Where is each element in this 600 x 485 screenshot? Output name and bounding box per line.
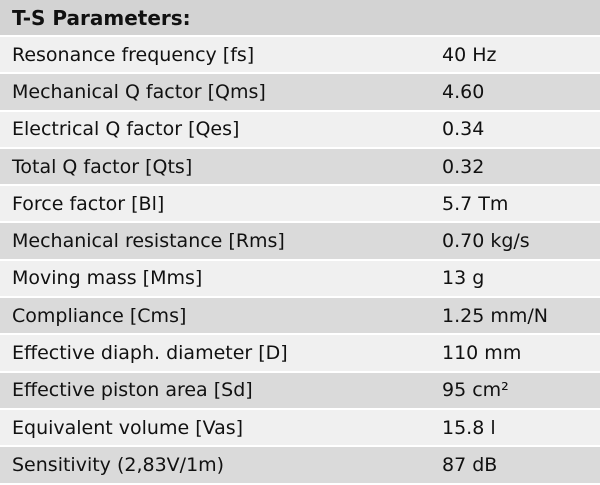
- table-row: Moving mass [Mms] 13 g: [0, 260, 600, 297]
- parameter-value: 15.8 l: [442, 416, 496, 439]
- table-title: T-S Parameters:: [0, 0, 600, 35]
- parameter-table: Resonance frequency [fs] 40 Hz Mechanical …: [0, 37, 600, 483]
- parameter-name: Force factor [Bl]: [12, 192, 165, 215]
- table-row: Mechanical Q factor [Qms] 4.60: [0, 74, 600, 110]
- table-row: Force factor [Bl] 5.7 Tm: [0, 186, 600, 222]
- parameter-name: Effective piston area [Sd]: [12, 379, 253, 402]
- parameter-value: 0.70 kg/s: [442, 230, 530, 253]
- parameter-value: 95 cm²: [442, 379, 509, 402]
- parameter-value: 4.60: [442, 80, 485, 103]
- parameter-name: Electrical Q factor [Qes]: [12, 118, 240, 141]
- table-row: Mechanical resistance [Rms] 0.70 kg/s: [0, 223, 600, 259]
- table-row: Total Q factor [Qts] 0.32: [0, 148, 600, 185]
- table-row: Resonance frequency [fs] 40 Hz: [0, 37, 600, 73]
- parameter-value: 40 Hz: [442, 43, 497, 66]
- table-row: Equivalent volume [Vas] 15.8 l: [0, 409, 600, 446]
- table-row: Effective diaph. diameter [D] 110 mm: [0, 335, 600, 371]
- parameter-value: 1.25 mm/N: [442, 304, 548, 327]
- parameter-name: Moving mass [Mms]: [12, 267, 203, 290]
- table-row: Electrical Q factor [Qes] 0.34: [0, 111, 600, 147]
- table-row: Effective piston area [Sd] 95 cm²: [0, 372, 600, 408]
- parameter-name: Sensitivity (2,83V/1m): [12, 453, 225, 476]
- table-row: Sensitivity (2,83V/1m) 87 dB: [0, 447, 600, 483]
- parameter-name: Equivalent volume [Vas]: [12, 416, 244, 439]
- parameter-name: Resonance frequency [fs]: [12, 43, 255, 66]
- parameter-name: Effective diaph. diameter [D]: [12, 342, 288, 365]
- parameter-value: 13 g: [442, 267, 485, 290]
- parameter-name: Total Q factor [Qts]: [12, 155, 193, 178]
- parameter-value: 0.34: [442, 118, 485, 141]
- parameter-name: Mechanical resistance [Rms]: [12, 230, 285, 253]
- parameter-value: 110 mm: [442, 342, 522, 365]
- table-row: Compliance [Cms] 1.25 mm/N: [0, 298, 600, 334]
- parameter-name: Compliance [Cms]: [12, 304, 187, 327]
- parameter-value: 5.7 Tm: [442, 192, 509, 215]
- parameter-value: 0.32: [442, 155, 485, 178]
- parameter-value: 87 dB: [442, 453, 498, 476]
- parameter-name: Mechanical Q factor [Qms]: [12, 80, 266, 103]
